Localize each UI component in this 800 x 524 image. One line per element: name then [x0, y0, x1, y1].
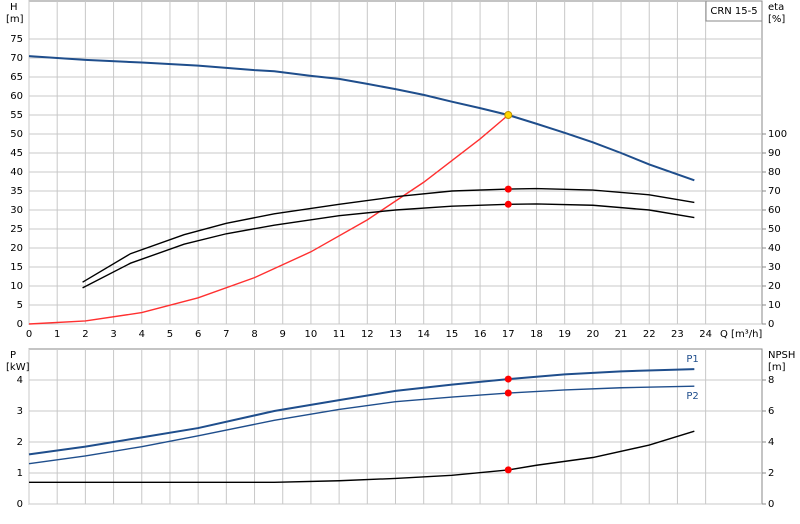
y2-tick-label: 80: [768, 167, 781, 178]
series-label: P2: [686, 391, 698, 402]
curve: [29, 430, 695, 483]
chart-title: CRN 15-5: [710, 6, 757, 17]
y-tick-label: 5: [17, 300, 23, 311]
y-tick-label: 20: [10, 243, 23, 254]
x-tick-label: 24: [699, 329, 712, 340]
y-tick-label: 75: [10, 34, 23, 45]
y-tick-label: 0: [17, 499, 23, 510]
x-tick-label: 0: [26, 329, 32, 340]
operating-point: [504, 185, 512, 193]
y2-tick-label: 60: [768, 205, 781, 216]
x-tick-label: 20: [586, 329, 599, 340]
y-tick-label: 25: [10, 224, 23, 235]
x-tick-label: 7: [223, 329, 229, 340]
x-tick-label: 15: [446, 329, 459, 340]
x-tick-label: 5: [167, 329, 173, 340]
x-tick-label: 3: [110, 329, 116, 340]
x-axis-label: Q [m³/h]: [720, 329, 762, 340]
x-tick-label: 14: [417, 329, 430, 340]
curve: [82, 187, 695, 283]
y-tick-label: 15: [10, 262, 23, 273]
x-tick-label: 22: [643, 329, 656, 340]
y2-tick-label: 40: [768, 243, 781, 254]
y-axis-unit: [kW]: [6, 362, 30, 373]
y-tick-label: 65: [10, 72, 23, 83]
x-tick-label: 6: [195, 329, 201, 340]
y-axis-label: P: [10, 350, 16, 361]
y2-axis-label: eta: [768, 2, 784, 13]
y2-axis-label: NPSH: [768, 350, 795, 361]
y2-tick-label: 10: [768, 300, 781, 311]
y-tick-label: 40: [10, 167, 23, 178]
y-axis-unit: [m]: [6, 14, 24, 25]
x-tick-label: 8: [251, 329, 257, 340]
x-tick-label: 2: [82, 329, 88, 340]
y2-tick-label: 0: [768, 499, 774, 510]
y-tick-label: 50: [10, 129, 23, 140]
curve: [28, 114, 509, 325]
y2-tick-label: 2: [768, 468, 774, 479]
x-tick-label: 11: [333, 329, 346, 340]
curve: [28, 368, 695, 456]
x-tick-label: 21: [615, 329, 628, 340]
y2-tick-label: 50: [768, 224, 781, 235]
curve: [28, 55, 695, 182]
operating-point: [504, 375, 512, 383]
y-tick-label: 0: [17, 319, 23, 330]
y2-tick-label: 90: [768, 148, 781, 159]
y-tick-label: 1: [17, 468, 23, 479]
y-tick-label: 30: [10, 205, 23, 216]
y2-tick-label: 0: [768, 319, 774, 330]
curve: [28, 385, 695, 465]
y-tick-label: 70: [10, 53, 23, 64]
x-tick-label: 1: [54, 329, 60, 340]
y-axis-label: H: [10, 2, 18, 13]
y2-tick-label: 30: [768, 262, 781, 273]
x-tick-label: 18: [530, 329, 543, 340]
y2-tick-label: 8: [768, 375, 774, 386]
y-tick-label: 45: [10, 148, 23, 159]
y-tick-label: 60: [10, 91, 23, 102]
y2-axis-unit: [%]: [768, 14, 785, 25]
y2-tick-label: 20: [768, 281, 781, 292]
operating-point: [504, 111, 513, 119]
x-tick-label: 13: [389, 329, 402, 340]
y2-axis-unit: [m]: [768, 362, 786, 373]
y-tick-label: 2: [17, 437, 23, 448]
operating-point: [504, 389, 512, 397]
x-tick-label: 19: [558, 329, 571, 340]
x-tick-label: 17: [502, 329, 515, 340]
x-tick-label: 10: [305, 329, 318, 340]
y-tick-label: 4: [17, 375, 23, 386]
y-tick-label: 10: [10, 281, 23, 292]
title-box: [705, 0, 763, 22]
y-tick-label: 3: [17, 406, 23, 417]
x-tick-label: 12: [361, 329, 374, 340]
y-tick-label: 35: [10, 186, 23, 197]
y-tick-label: 55: [10, 110, 23, 121]
series-label: P1: [686, 354, 698, 365]
y2-tick-label: 6: [768, 406, 774, 417]
y2-tick-label: 4: [768, 437, 774, 448]
y2-tick-label: 70: [768, 186, 781, 197]
curve: [82, 203, 695, 289]
x-tick-label: 4: [139, 329, 145, 340]
x-tick-label: 16: [474, 329, 487, 340]
x-tick-label: 9: [280, 329, 286, 340]
operating-point: [504, 466, 512, 474]
x-tick-label: 23: [671, 329, 684, 340]
y2-tick-label: 100: [768, 129, 787, 140]
operating-point: [504, 200, 512, 208]
